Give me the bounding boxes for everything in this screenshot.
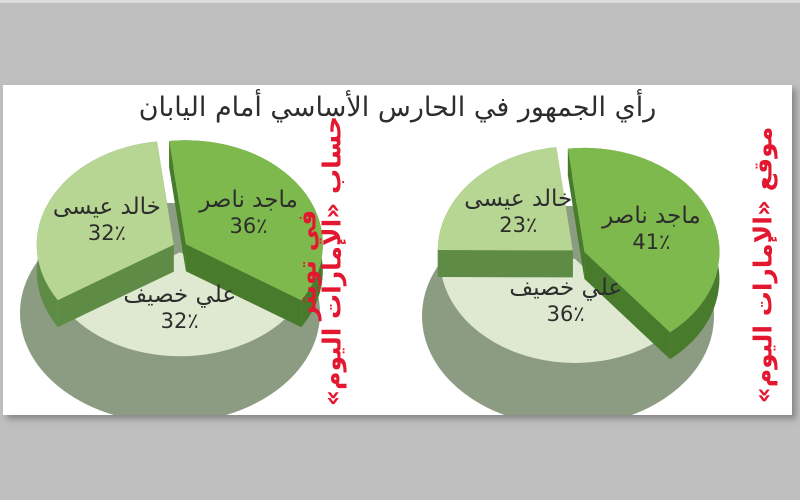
pie-slice-top <box>437 147 573 251</box>
pie-slice-wall <box>437 250 573 278</box>
chart-caption: حساب «الإمارات اليوم» <box>317 116 347 406</box>
pie-slice-top <box>169 140 323 301</box>
chart-caption: في تويتر <box>292 209 322 321</box>
pie-slice-wall <box>57 244 174 328</box>
pie-slice-top <box>36 141 174 301</box>
pie-slice-wall <box>169 141 186 272</box>
pie-slice-top <box>567 147 720 333</box>
pie-slice-top <box>439 258 661 363</box>
slice-percent: 32٪ <box>160 308 199 333</box>
slice-percent: 32٪ <box>87 220 126 245</box>
top-light-strip <box>0 0 800 3</box>
slice-name: خالد عيسى <box>52 193 161 220</box>
chart-panel: رأي الجمهور في الحارس الأساسي أمام الياب… <box>3 85 792 415</box>
pie-slice-wall <box>584 251 671 360</box>
pie-slice-top <box>64 252 296 357</box>
slice-percent: 23٪ <box>499 213 538 238</box>
slice-label: ماجد ناصر 41٪ <box>602 203 701 255</box>
slice-label: علي خصيف 36٪ <box>509 275 622 327</box>
slice-label: ماجد ناصر 36٪ <box>199 187 298 239</box>
slice-name: خالد عيسى <box>464 186 573 213</box>
slice-name: ماجد ناصر <box>199 187 298 214</box>
pie-slice-wall <box>64 307 296 384</box>
slice-percent: 41٪ <box>632 229 671 254</box>
slice-percent: 36٪ <box>546 301 585 326</box>
slice-name: علي خصيف <box>123 281 237 308</box>
slice-label: خالد عيسى 32٪ <box>53 194 161 246</box>
chart-caption: موقع «الإمارات اليوم» <box>748 126 778 404</box>
slice-percent: 36٪ <box>229 214 268 239</box>
pie-slice-wall <box>439 258 661 390</box>
slice-label: علي خصيف 32٪ <box>123 281 236 333</box>
pie-slice-wall <box>185 244 302 328</box>
pie-slice-wall <box>567 148 585 279</box>
chart-title: رأي الجمهور في الحارس الأساسي أمام الياب… <box>138 92 657 123</box>
slice-name: ماجد ناصر <box>602 202 701 229</box>
pie-charts-canvas <box>20 140 720 415</box>
slice-name: علي خصيف <box>509 274 623 301</box>
slice-label: خالد عيسى 23٪ <box>464 186 572 238</box>
